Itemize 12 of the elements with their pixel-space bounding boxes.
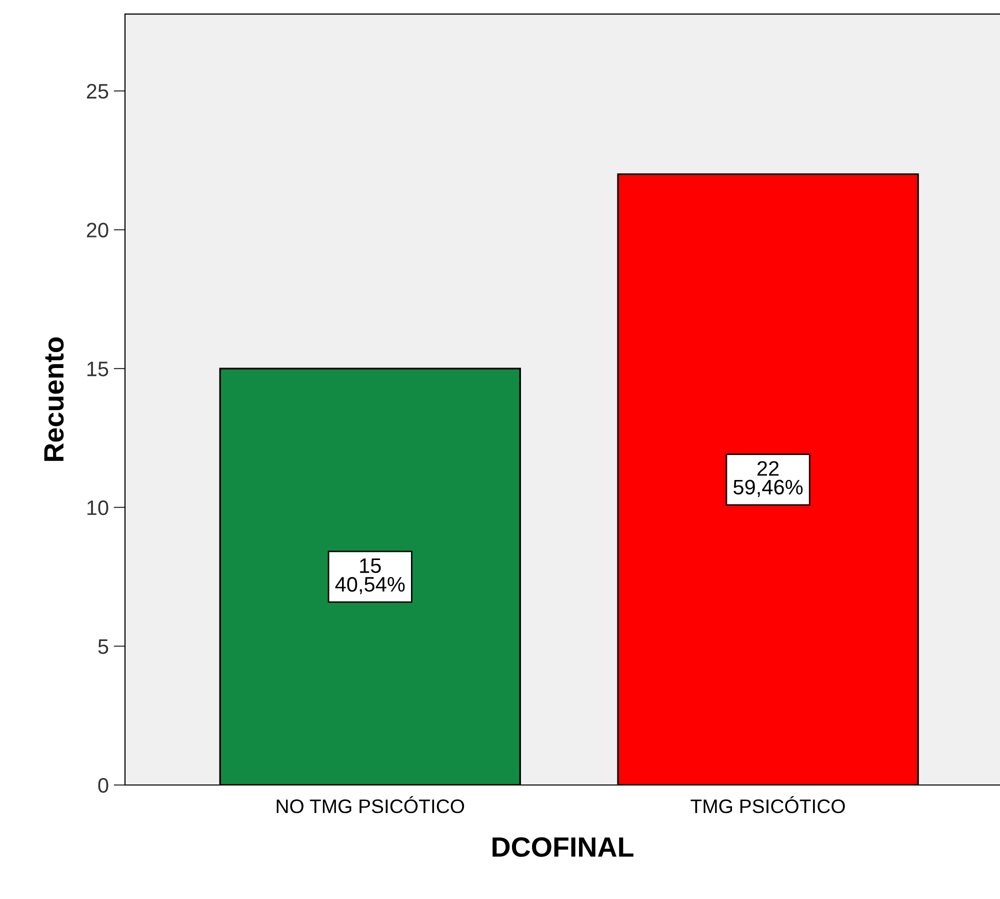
y-tick-label: 5 bbox=[98, 639, 108, 654]
data-label: 22 59,46% bbox=[734, 461, 803, 497]
x-tick-label: NO TMG PSICÓTICO bbox=[276, 796, 464, 814]
data-label: 15 40,54% bbox=[335, 558, 405, 594]
y-axis-title: Recuento bbox=[44, 337, 64, 461]
y-tick-label: 20 bbox=[86, 222, 108, 238]
y-tick-label: 15 bbox=[87, 362, 108, 376]
x-axis-title: DCOFINAL bbox=[492, 837, 634, 857]
y-tick-label: 10 bbox=[87, 500, 108, 516]
x-tick-label: TMG PSICÓTICO bbox=[690, 796, 845, 814]
y-tick-label: 0 bbox=[98, 778, 108, 793]
y-tick-label: 25 bbox=[86, 84, 108, 99]
